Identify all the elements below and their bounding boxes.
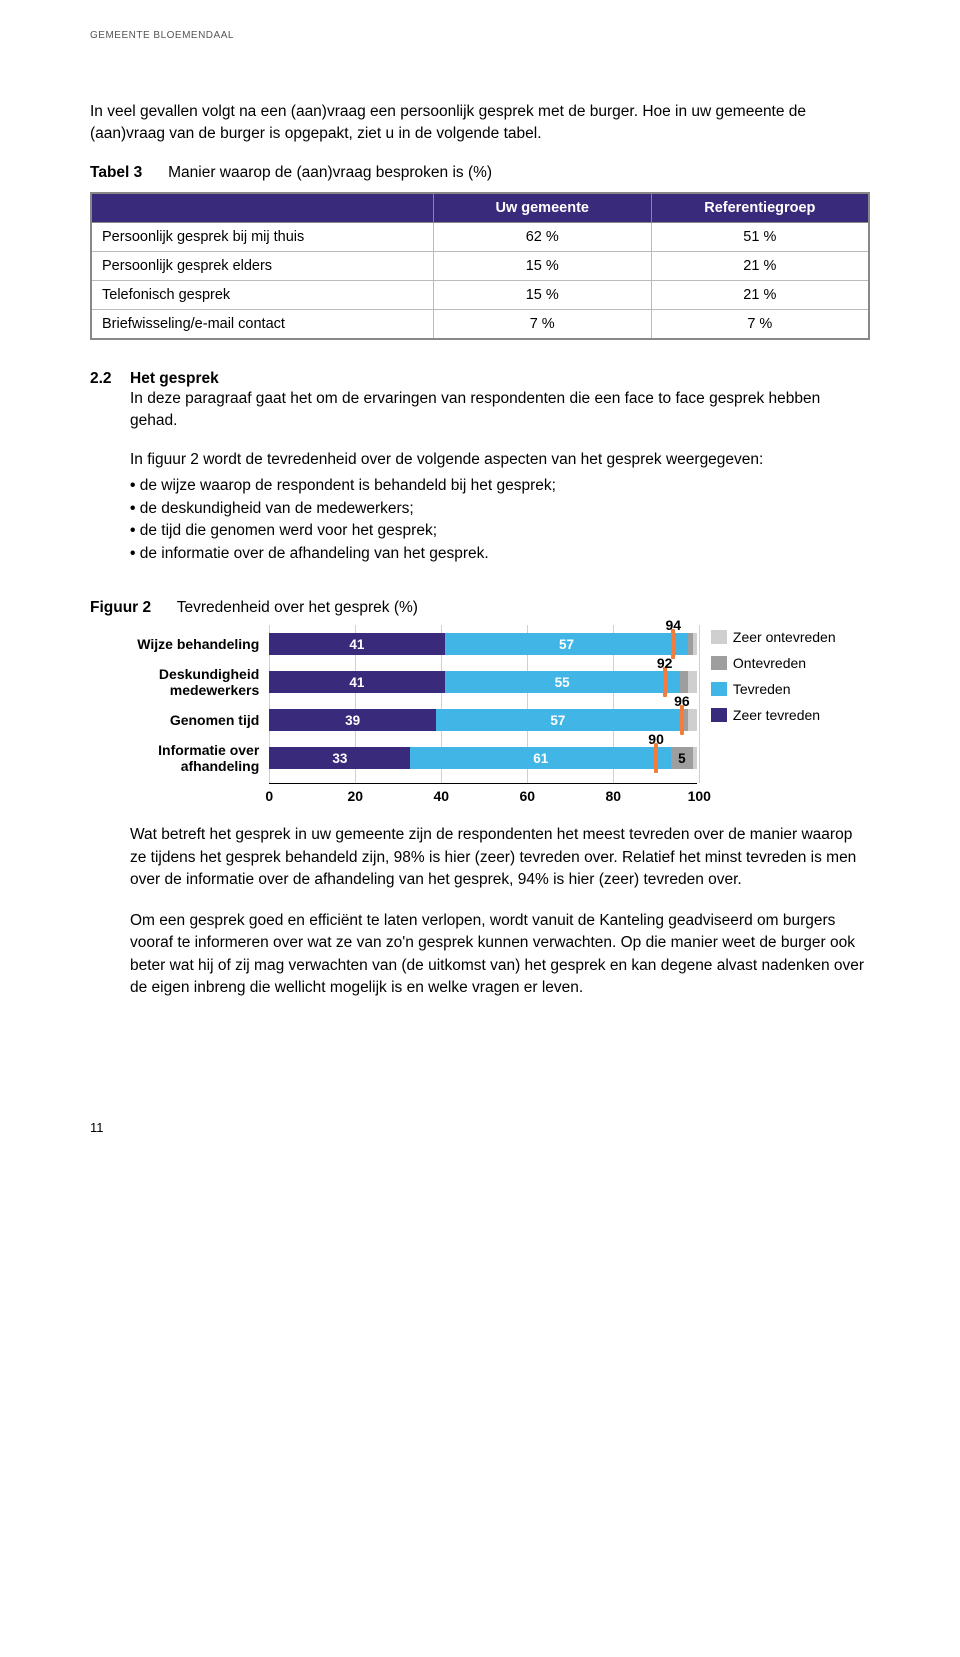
section-2-2-title: Het gesprek <box>130 370 870 388</box>
table-row: Telefonisch gesprek15 %21 % <box>91 280 869 309</box>
table3-caption-text: Manier waarop de (aan)vraag besproken is… <box>168 164 492 181</box>
legend-swatch <box>711 630 727 644</box>
figure2-chart: Wijze behandelingDeskundigheidmedewerker… <box>130 625 870 810</box>
chart-bar: 4155 <box>269 671 697 693</box>
table-cell-value: 7 % <box>651 309 869 339</box>
legend-swatch <box>711 656 727 670</box>
chart-reference-marker <box>680 705 684 735</box>
chart-bar-row: 415592 <box>269 663 697 701</box>
table-cell-value: 15 % <box>433 251 651 280</box>
chart-gridline <box>699 625 700 783</box>
chart-bar-segment: 57 <box>445 633 689 655</box>
chart-bar-segment <box>688 709 697 731</box>
chart-reference-marker <box>663 667 667 697</box>
legend-item: Zeer ontevreden <box>711 629 870 645</box>
paragraph-after-2: Om een gesprek goed en efficiënt te late… <box>130 910 870 1000</box>
section-2-2-bullets: de wijze waarop de respondent is behande… <box>130 475 870 565</box>
page-number: 11 <box>90 1120 870 1135</box>
chart-marker-value: 92 <box>657 655 673 671</box>
chart-x-tick: 20 <box>347 788 363 804</box>
chart-bar-segment: 61 <box>410 747 671 769</box>
chart-x-tick: 80 <box>605 788 621 804</box>
figure2-caption-text: Tevredenheid over het gesprek (%) <box>177 599 418 616</box>
legend-item: Tevreden <box>711 681 870 697</box>
chart-x-tick: 60 <box>519 788 535 804</box>
list-item: de wijze waarop de respondent is behande… <box>130 475 870 497</box>
table-row: Persoonlijk gesprek bij mij thuis62 %51 … <box>91 222 869 251</box>
page-header: GEMEENTE BLOEMENDAAL <box>90 30 870 41</box>
table-cell-label: Telefonisch gesprek <box>91 280 433 309</box>
chart-bar-row: 415794 <box>269 625 697 663</box>
chart-bar-row: 395796 <box>269 701 697 739</box>
chart-category-label: Genomen tijd <box>130 701 259 739</box>
legend-label: Zeer tevreden <box>733 707 820 723</box>
paragraph-after-1: Wat betreft het gesprek in uw gemeente z… <box>130 824 870 891</box>
table-row: Persoonlijk gesprek elders15 %21 % <box>91 251 869 280</box>
table-cell-value: 21 % <box>651 280 869 309</box>
chart-reference-marker <box>654 743 658 773</box>
chart-category-label: Wijze behandeling <box>130 625 259 663</box>
legend-swatch <box>711 682 727 696</box>
table3-label: Tabel 3 <box>90 164 142 181</box>
chart-bar: 3957 <box>269 709 697 731</box>
chart-bar-segment <box>693 633 697 655</box>
list-item: de deskundigheid van de medewerkers; <box>130 498 870 520</box>
table-cell-value: 21 % <box>651 251 869 280</box>
chart-x-tick: 0 <box>265 788 273 804</box>
chart-bar-segment: 5 <box>671 747 692 769</box>
table3-head-col2: Referentiegroep <box>651 193 869 223</box>
chart-bar-segment: 39 <box>269 709 436 731</box>
table-cell-value: 51 % <box>651 222 869 251</box>
table-cell-label: Briefwisseling/e-mail contact <box>91 309 433 339</box>
chart-category-label: Deskundigheidmedewerkers <box>130 663 259 701</box>
table3-head-blank <box>91 193 433 223</box>
table3-head-col1: Uw gemeente <box>433 193 651 223</box>
table-cell-value: 62 % <box>433 222 651 251</box>
table-cell-label: Persoonlijk gesprek elders <box>91 251 433 280</box>
chart-bar-segment: 57 <box>436 709 680 731</box>
table-cell-value: 7 % <box>433 309 651 339</box>
legend-item: Ontevreden <box>711 655 870 671</box>
chart-marker-value: 94 <box>665 617 681 633</box>
table-row: Briefwisseling/e-mail contact7 %7 % <box>91 309 869 339</box>
legend-item: Zeer tevreden <box>711 707 870 723</box>
chart-bar-segment <box>693 747 697 769</box>
chart-x-tick: 100 <box>688 788 711 804</box>
chart-bar: 33615 <box>269 747 697 769</box>
chart-bar: 4157 <box>269 633 697 655</box>
chart-bar-segment: 55 <box>445 671 680 693</box>
table3-caption: Tabel 3 Manier waarop de (aan)vraag besp… <box>90 164 870 182</box>
list-item: de informatie over de afhandeling van he… <box>130 543 870 565</box>
chart-marker-value: 96 <box>674 693 690 709</box>
chart-bar-row: 3361590 <box>269 739 697 777</box>
legend-swatch <box>711 708 727 722</box>
legend-label: Zeer ontevreden <box>733 629 836 645</box>
legend-label: Tevreden <box>733 681 791 697</box>
figure2-label: Figuur 2 <box>90 599 151 616</box>
table3: Uw gemeente Referentiegroep Persoonlijk … <box>90 192 870 340</box>
chart-bar-segment <box>680 671 689 693</box>
chart-bar-segment: 41 <box>269 633 444 655</box>
section-2-2-para2: In figuur 2 wordt de tevredenheid over d… <box>130 449 870 471</box>
intro-paragraph: In veel gevallen volgt na een (aan)vraag… <box>90 101 870 146</box>
chart-category-label: Informatie overafhandeling <box>130 739 259 777</box>
section-2-2-para1: In deze paragraaf gaat het om de ervarin… <box>130 388 870 433</box>
chart-bar-segment: 41 <box>269 671 444 693</box>
section-2-2-number: 2.2 <box>90 370 130 581</box>
table-cell-value: 15 % <box>433 280 651 309</box>
chart-x-tick: 40 <box>433 788 449 804</box>
chart-marker-value: 90 <box>648 731 664 747</box>
figure2-caption: Figuur 2 Tevredenheid over het gesprek (… <box>90 599 870 617</box>
list-item: de tijd die genomen werd voor het gespre… <box>130 520 870 542</box>
chart-bar-segment <box>688 671 697 693</box>
legend-label: Ontevreden <box>733 655 806 671</box>
table-cell-label: Persoonlijk gesprek bij mij thuis <box>91 222 433 251</box>
chart-bar-segment: 33 <box>269 747 410 769</box>
